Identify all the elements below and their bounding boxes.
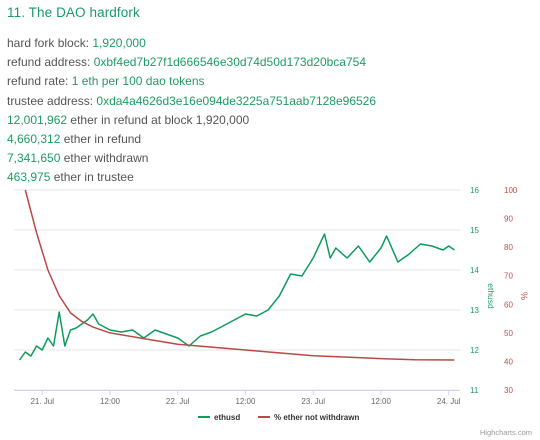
x-tick-label: 12:00	[371, 397, 392, 406]
series-layer	[18, 189, 455, 361]
credits-label: Highcharts.com	[480, 428, 532, 437]
x-axis: 21. Jul 12:00 22. Jul 12:00 23. Jul 12:00 24. …	[30, 390, 461, 406]
info-value: 463,975	[7, 170, 51, 184]
y-tick-label-usd: 12	[470, 346, 479, 355]
y-tick-label-usd: 16	[470, 186, 479, 195]
x-tick-label: 12:00	[235, 397, 256, 406]
x-tick-label: 21. Jul	[30, 397, 54, 406]
info-value: 12,001,962	[7, 113, 68, 127]
info-refund-rate: refund rate: 1 eth per 100 dao tokens	[7, 74, 205, 88]
info-suffix: ether in trustee	[50, 170, 134, 184]
series-line-ethusd	[18, 233, 455, 361]
info-value: 1 eth per 100 dao tokens	[71, 74, 205, 88]
info-suffix: ether withdrawn	[60, 151, 149, 165]
x-tick-label: 12:00	[100, 397, 121, 406]
x-tick-label: 22. Jul	[166, 397, 190, 406]
info-ether-in-refund-at-block: 12,001,962 ether in refund at block 1,92…	[7, 113, 249, 127]
y-tick-label-pct: 100	[504, 186, 518, 195]
y-tick-label-usd: 14	[470, 266, 479, 275]
series-line-pct-not-withdrawn	[24, 189, 455, 361]
info-value: 7,341,650	[7, 151, 61, 165]
y-tick-label-pct: 30	[504, 386, 513, 395]
y-tick-label-pct: 60	[504, 300, 513, 309]
y-axis-title-pct: %	[519, 292, 529, 300]
info-label: trustee address:	[7, 94, 97, 108]
y-tick-label-usd: 11	[470, 386, 479, 395]
y-tick-label-pct: 50	[504, 329, 513, 338]
legend: ethusd % ether not withdrawn	[198, 413, 359, 422]
info-value: 1,920,000	[92, 36, 146, 50]
legend-label[interactable]: ethusd	[214, 413, 240, 422]
x-tick-label: 24. Jul	[437, 397, 461, 406]
info-suffix: ether in refund	[60, 132, 142, 146]
info-ether-in-refund: 4,660,312 ether in refund	[7, 132, 141, 146]
info-value: 0xbf4ed7b27f1d666546e30d74d50d173d20bca7…	[93, 55, 366, 69]
page-title: 11. The DAO hardfork	[7, 5, 140, 20]
grid-lines	[14, 189, 460, 391]
info-refund-address: refund address: 0xbf4ed7b27f1d666546e30d…	[7, 55, 366, 69]
x-tick-label: 23. Jul	[301, 397, 325, 406]
legend-label[interactable]: % ether not withdrawn	[274, 413, 359, 422]
y-axis-ethusd: 11 12 13 14 15 16 ethusd	[470, 186, 496, 395]
info-ether-withdrawn: 7,341,650 ether withdrawn	[7, 151, 148, 165]
info-label: hard fork block:	[7, 36, 93, 50]
y-tick-label-pct: 40	[504, 357, 513, 366]
dao-hardfork-chart: 21. Jul 12:00 22. Jul 12:00 23. Jul 12:00 24. …	[14, 186, 532, 437]
info-value: 0xda4a4626d3e16e094de3225a751aab7128e965…	[96, 94, 377, 108]
info-hard-fork-block: hard fork block: 1,920,000	[7, 36, 146, 50]
info-value: 4,660,312	[7, 132, 61, 146]
y-axis-title-usd: ethusd	[486, 283, 496, 309]
y-tick-label-pct: 80	[504, 243, 513, 252]
y-tick-label-usd: 13	[470, 306, 479, 315]
y-tick-label-usd: 15	[470, 226, 479, 235]
info-suffix: ether in refund at block 1,920,000	[67, 113, 250, 127]
y-tick-label-pct: 70	[504, 272, 513, 281]
info-trustee-address: trustee address: 0xda4a4626d3e16e094de32…	[7, 94, 376, 108]
info-ether-in-trustee: 463,975 ether in trustee	[7, 170, 134, 184]
info-label: refund rate:	[7, 74, 72, 88]
y-tick-label-pct: 90	[504, 215, 513, 224]
y-axis-percent: 30 40 50 60 70 80 90 100%	[504, 186, 529, 395]
info-label: refund address:	[7, 55, 94, 69]
